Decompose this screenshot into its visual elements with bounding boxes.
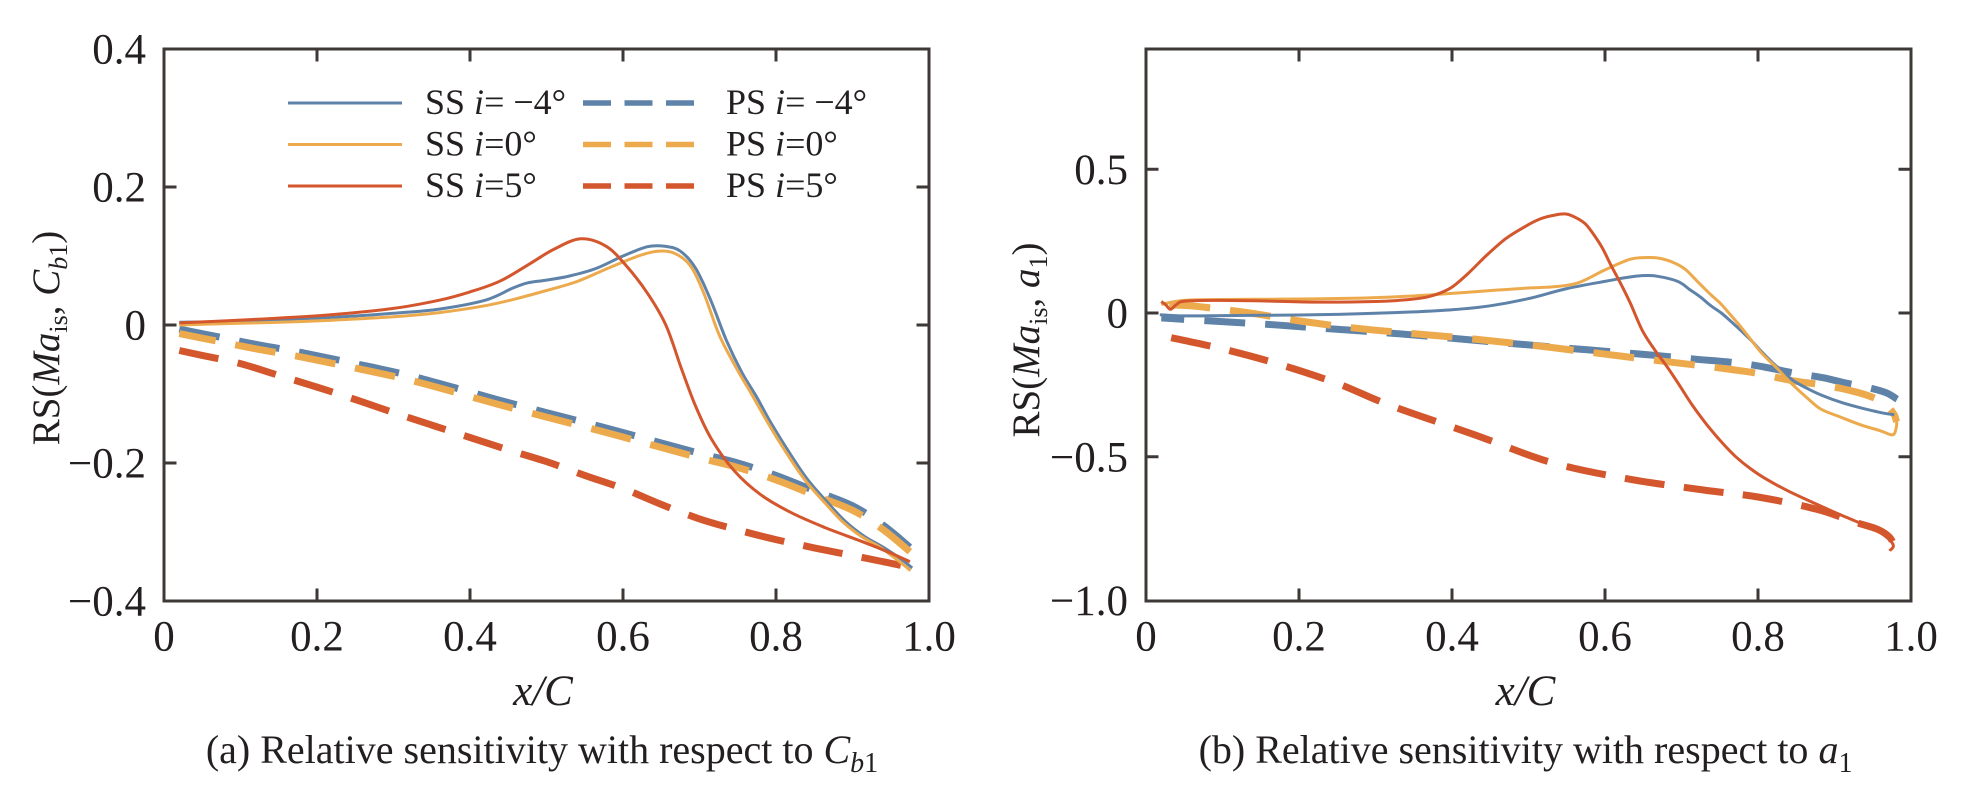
svg-text:−0.2: −0.2 xyxy=(68,441,146,488)
svg-text:−0.5: −0.5 xyxy=(1050,434,1128,481)
svg-text:PS i= −4°: PS i= −4° xyxy=(726,82,867,122)
svg-text:RS(Mais, Cb1): RS(Mais, Cb1) xyxy=(25,231,73,446)
svg-text:0.5: 0.5 xyxy=(1074,147,1128,194)
svg-text:SS i= −4°: SS i= −4° xyxy=(425,82,566,122)
svg-text:0.4: 0.4 xyxy=(443,614,497,661)
svg-text:0.4: 0.4 xyxy=(1425,614,1479,661)
svg-text:x/C: x/C xyxy=(1495,668,1557,715)
svg-text:0: 0 xyxy=(153,614,175,661)
svg-text:SS i=5°: SS i=5° xyxy=(425,165,537,205)
svg-text:−0.4: −0.4 xyxy=(68,579,146,626)
svg-text:0.6: 0.6 xyxy=(596,614,650,661)
svg-text:PS i=0°: PS i=0° xyxy=(726,124,838,164)
svg-text:0.8: 0.8 xyxy=(749,614,803,661)
svg-text:SS i=0°: SS i=0° xyxy=(425,124,537,164)
svg-text:0.2: 0.2 xyxy=(1272,614,1326,661)
svg-text:1.0: 1.0 xyxy=(1884,614,1938,661)
svg-text:PS i=5°: PS i=5° xyxy=(726,165,838,205)
svg-text:(b) Relative sensitivity with: (b) Relative sensitivity with respect to… xyxy=(1199,727,1853,779)
svg-text:1.0: 1.0 xyxy=(902,614,956,661)
svg-text:(a) Relative sensitivity with: (a) Relative sensitivity with respect to… xyxy=(206,727,878,779)
svg-text:0.8: 0.8 xyxy=(1731,614,1785,661)
svg-text:0.2: 0.2 xyxy=(290,614,344,661)
svg-text:0: 0 xyxy=(1135,614,1157,661)
svg-text:0: 0 xyxy=(1107,291,1129,338)
svg-text:0.6: 0.6 xyxy=(1578,614,1632,661)
svg-text:0.4: 0.4 xyxy=(92,27,146,74)
svg-text:0: 0 xyxy=(125,303,147,350)
svg-text:−1.0: −1.0 xyxy=(1050,578,1128,625)
svg-text:0.2: 0.2 xyxy=(92,165,146,212)
svg-text:RS(Mais, a1): RS(Mais, a1) xyxy=(1005,242,1053,437)
svg-text:x/C: x/C xyxy=(512,668,574,715)
